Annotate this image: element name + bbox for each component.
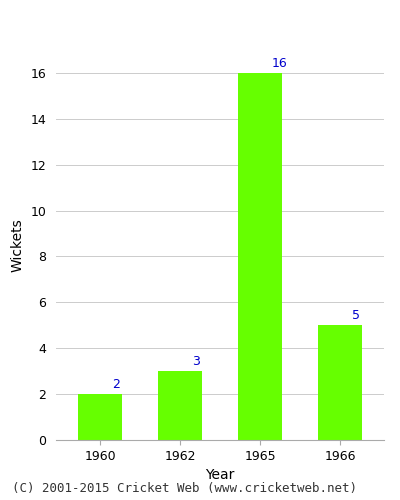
- Text: (C) 2001-2015 Cricket Web (www.cricketweb.net): (C) 2001-2015 Cricket Web (www.cricketwe…: [12, 482, 357, 495]
- Bar: [78, 394, 122, 440]
- X-axis label: Year: Year: [205, 468, 235, 482]
- Bar: [158, 371, 202, 440]
- Bar: [318, 326, 362, 440]
- Text: 2: 2: [112, 378, 120, 390]
- Text: 5: 5: [352, 309, 360, 322]
- Y-axis label: Wickets: Wickets: [11, 218, 25, 272]
- Text: 16: 16: [272, 56, 288, 70]
- Bar: [238, 73, 282, 440]
- Text: 3: 3: [192, 354, 200, 368]
